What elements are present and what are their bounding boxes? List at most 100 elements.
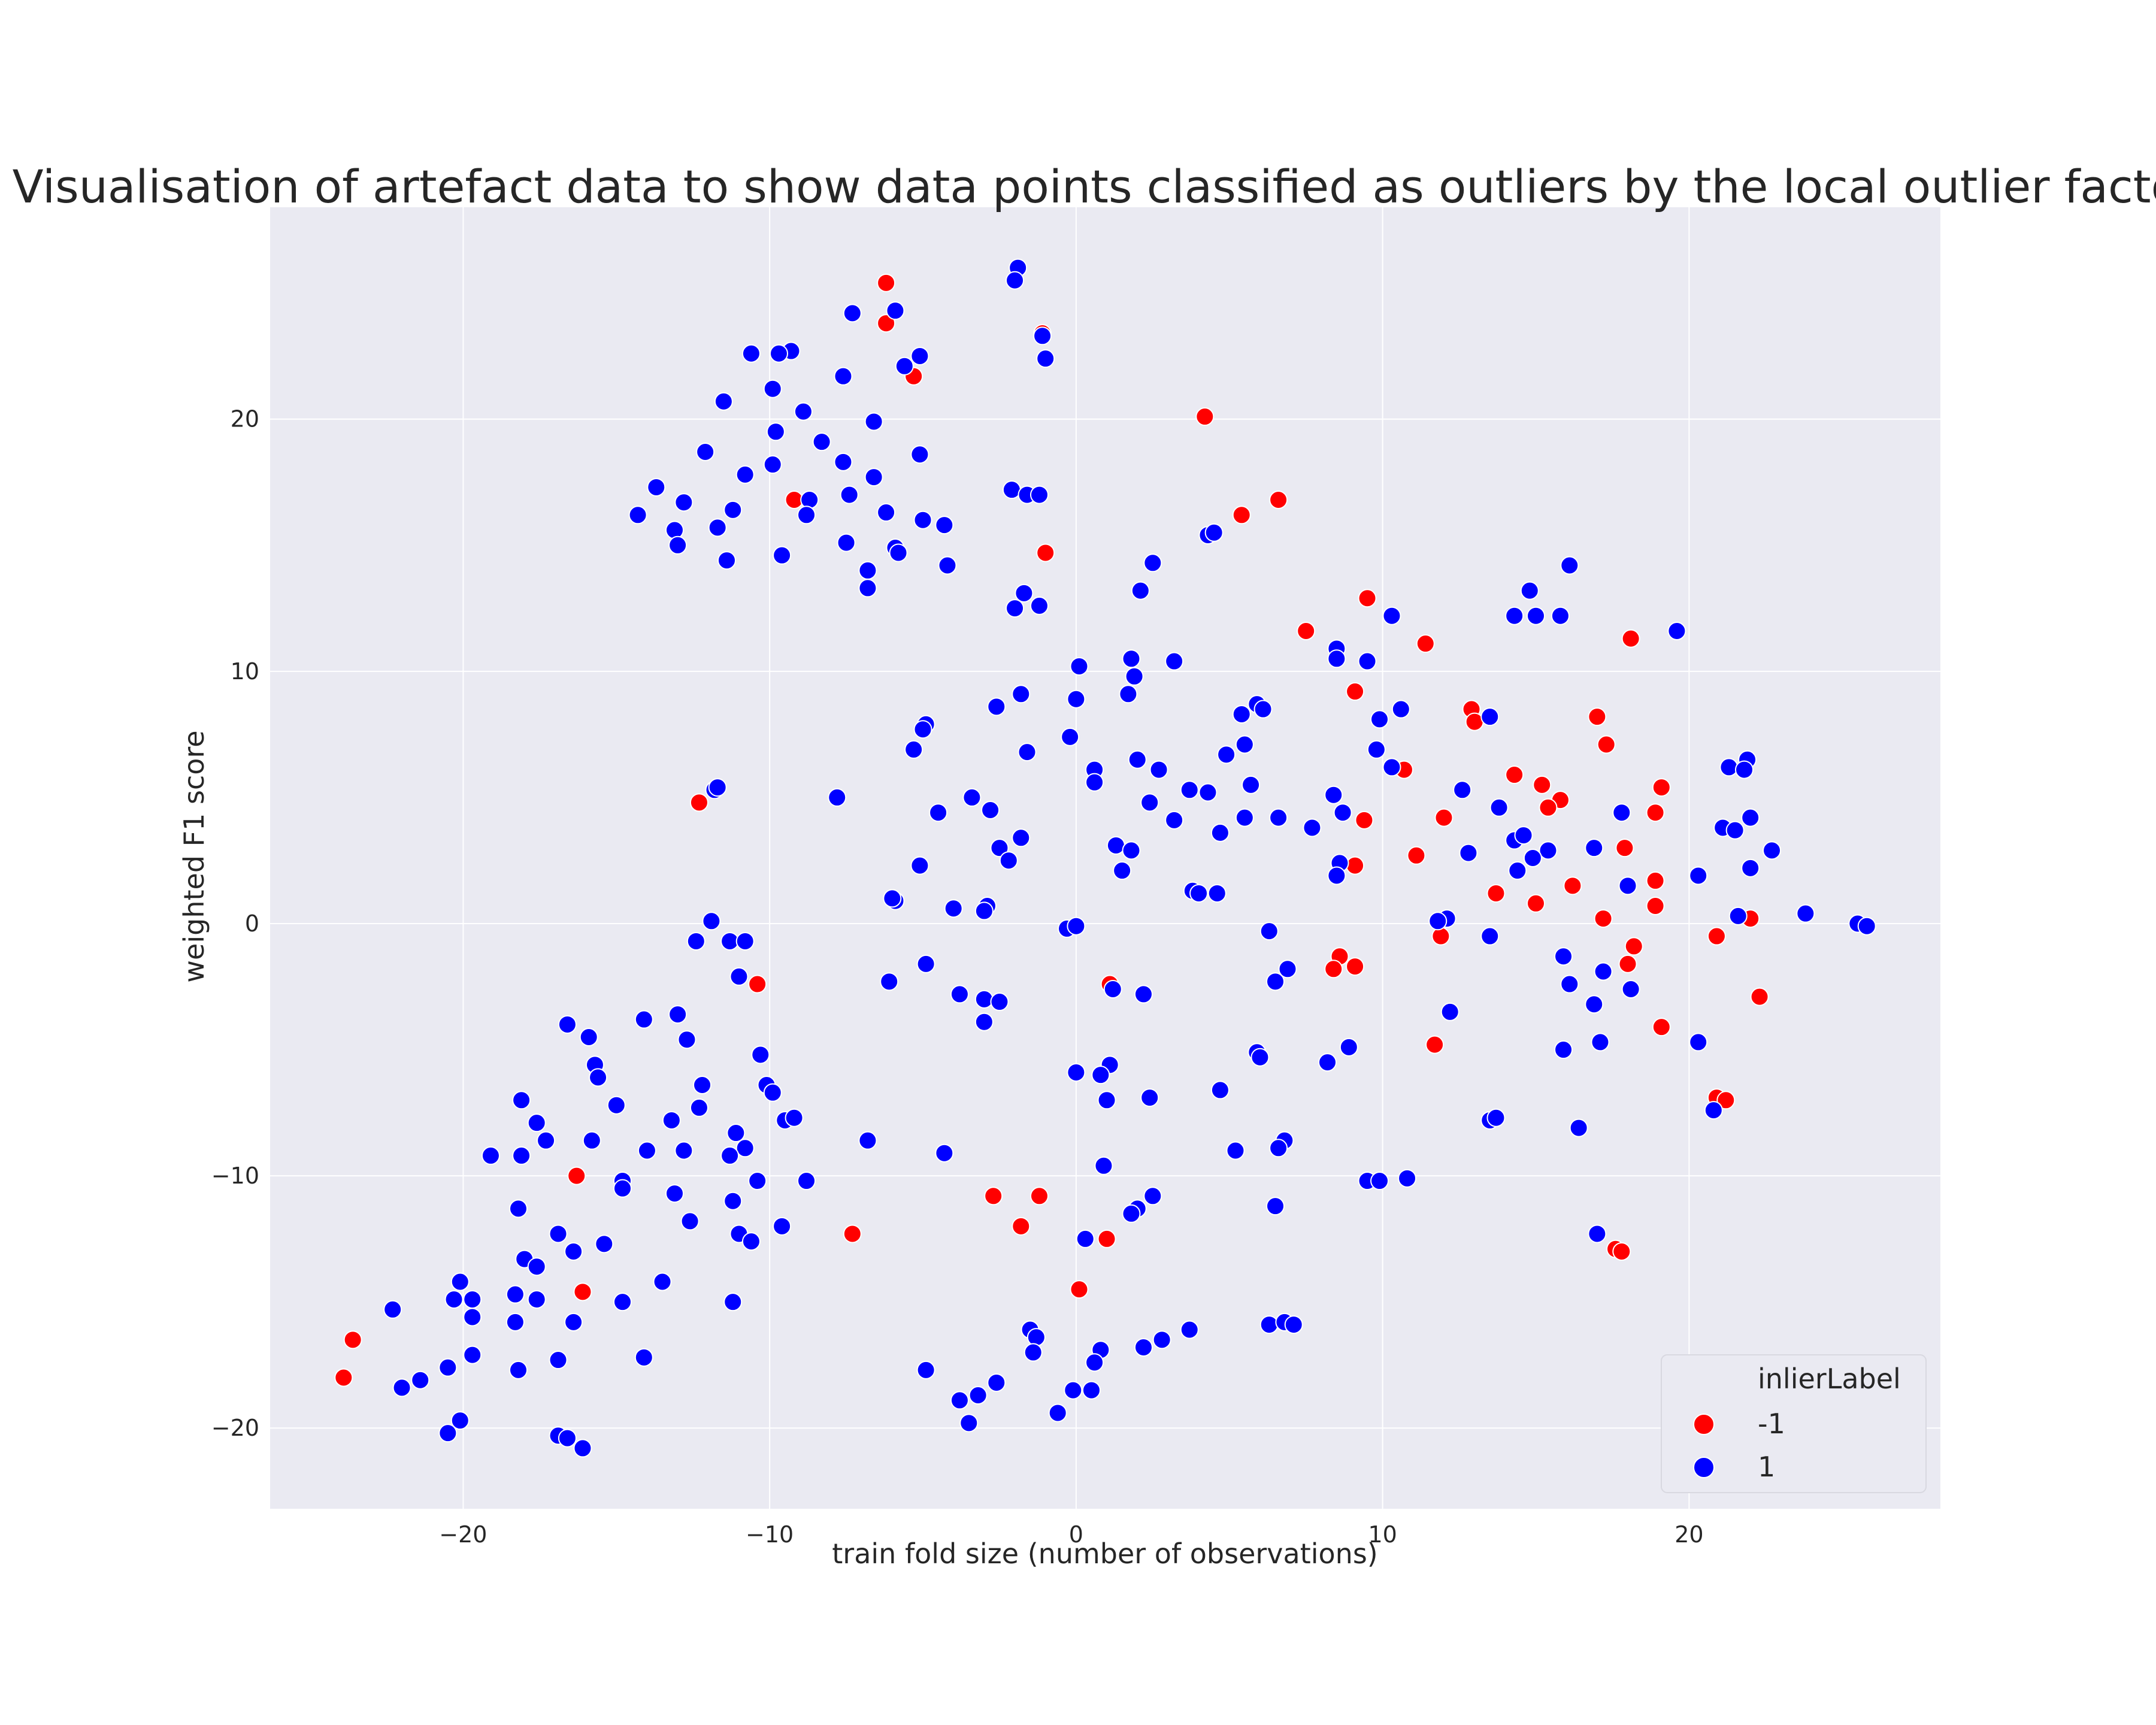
inlier-point	[537, 1131, 556, 1150]
inlier-point	[1741, 858, 1760, 877]
inlier-point	[864, 468, 883, 487]
inlier-point	[735, 1139, 755, 1158]
y-tick-label: 0	[245, 910, 259, 937]
inlier-point	[527, 1257, 546, 1276]
inlier-point	[1143, 553, 1162, 573]
inlier-point	[1585, 995, 1604, 1014]
outlier-point	[573, 1282, 592, 1302]
inlier-point	[1006, 271, 1025, 290]
inlier-point	[1612, 803, 1631, 822]
inlier-point	[689, 1098, 708, 1117]
inlier-point	[1382, 758, 1401, 777]
inlier-point	[1198, 783, 1218, 802]
inlier-point	[1719, 758, 1739, 777]
inlier-point	[1725, 821, 1745, 840]
inlier-point	[751, 1045, 770, 1064]
inlier-point	[840, 485, 859, 504]
inlier-point	[837, 533, 856, 552]
inlier-point	[935, 516, 954, 535]
inlier-point	[1180, 1320, 1199, 1339]
inlier-point	[1143, 1187, 1162, 1206]
outlier-point	[1012, 1216, 1031, 1236]
outlier-point	[1407, 846, 1426, 865]
inlier-point	[1741, 808, 1760, 827]
inlier-point	[1278, 960, 1297, 979]
inlier-point	[717, 551, 736, 570]
x-tick-label: −10	[746, 1521, 794, 1548]
outlier-point	[1750, 987, 1769, 1006]
outlier-point	[1358, 589, 1377, 608]
inlier-point	[1588, 1224, 1607, 1243]
inlier-point	[1207, 883, 1227, 903]
outlier-point	[689, 793, 708, 812]
outlier-point	[1097, 1229, 1116, 1248]
inlier-point	[1327, 866, 1346, 885]
inlier-point	[1094, 1156, 1113, 1175]
inlier-point	[1453, 780, 1472, 800]
inlier-point	[1131, 581, 1150, 600]
inlier-point	[741, 1232, 761, 1251]
inlier-point	[877, 503, 896, 522]
inlier-point	[1551, 606, 1570, 625]
inlier-point	[797, 1172, 816, 1191]
outlier-point	[1588, 707, 1607, 727]
inlier-point	[527, 1290, 546, 1309]
grid-lines	[270, 207, 1940, 1509]
legend-marker-outlier	[1693, 1414, 1715, 1435]
inlier-point	[1122, 649, 1141, 668]
inlier-point	[858, 579, 877, 598]
outlier-point	[1416, 634, 1435, 653]
inlier-point	[1689, 1033, 1708, 1052]
inlier-point	[1226, 1141, 1245, 1160]
inlier-point	[910, 856, 929, 875]
inlier-point	[1036, 349, 1055, 368]
x-tick-label: 20	[1674, 1521, 1703, 1548]
inlier-point	[708, 518, 727, 537]
inlier-point	[505, 1312, 525, 1331]
inlier-point	[1134, 1337, 1153, 1357]
inlier-point	[723, 1191, 743, 1210]
inlier-point	[549, 1351, 568, 1370]
outlier-point	[1425, 1035, 1445, 1054]
inlier-point	[962, 788, 982, 807]
inlier-point	[1119, 685, 1138, 704]
inlier-point	[1067, 916, 1086, 936]
inlier-point	[723, 1293, 743, 1312]
inlier-point	[1367, 740, 1386, 759]
outlier-point	[1597, 735, 1616, 754]
inlier-point	[628, 506, 647, 525]
outlier-point	[1624, 937, 1643, 956]
outlier-point	[1652, 1018, 1671, 1037]
inlier-point	[950, 1391, 969, 1410]
inlier-point	[1618, 876, 1637, 895]
inlier-point	[895, 356, 914, 376]
outlier-point	[1652, 778, 1671, 797]
outlier-point	[1269, 491, 1288, 510]
inlier-point	[1029, 596, 1049, 615]
inlier-point	[773, 1216, 792, 1236]
outlier-point	[1232, 506, 1251, 525]
inlier-point	[1728, 906, 1748, 925]
inlier-point	[910, 346, 929, 365]
inlier-point	[1339, 1037, 1358, 1057]
inlier-point	[1113, 861, 1132, 880]
inlier-point	[968, 1385, 988, 1405]
inlier-point	[883, 889, 902, 908]
y-tick-label: 20	[231, 406, 259, 432]
inlier-point	[916, 954, 935, 973]
inlier-point	[974, 901, 994, 921]
inlier-point	[677, 1030, 697, 1049]
inlier-point	[1480, 927, 1500, 946]
outlier-point	[334, 1368, 353, 1387]
outlier-point	[1346, 682, 1365, 701]
inlier-point	[564, 1242, 583, 1261]
inlier-point	[913, 720, 932, 739]
inlier-point	[1486, 1108, 1506, 1127]
inlier-point	[1520, 581, 1539, 600]
inlier-point	[1250, 1048, 1270, 1067]
inlier-point	[1704, 1101, 1723, 1120]
inlier-point	[1440, 1002, 1459, 1021]
inlier-point	[1235, 735, 1254, 754]
inlier-point	[910, 445, 929, 464]
